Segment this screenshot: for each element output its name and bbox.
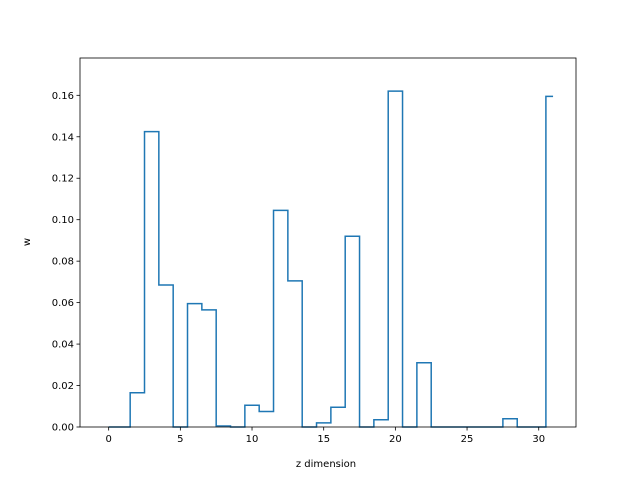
y-tick-label: 0.06 xyxy=(52,298,74,309)
y-tick-label: 0.14 xyxy=(52,132,74,143)
x-tick-label: 0 xyxy=(105,434,111,445)
axes: 0 5 10 15 20 25 30 0.00 0.02 0.04 0.06 0.08 0.10 0.12… xyxy=(52,57,577,445)
x-tick-label: 30 xyxy=(532,434,545,445)
x-tick-label: 5 xyxy=(177,434,183,445)
x-tick-label: 20 xyxy=(389,434,402,445)
y-tick-label: 0.00 xyxy=(52,423,74,434)
y-axis-label: w xyxy=(22,238,33,246)
y-tick-label: 0.02 xyxy=(52,381,74,392)
y-tick-label: 0.08 xyxy=(52,257,74,268)
y-tick-label: 0.04 xyxy=(52,340,74,351)
x-tick-label: 25 xyxy=(461,434,474,445)
axes-frame xyxy=(79,57,577,428)
x-tick-label: 10 xyxy=(246,434,259,445)
x-axis-label: z dimension xyxy=(296,459,356,470)
y-tick-label: 0.10 xyxy=(52,215,74,226)
y-tick-label: 0.16 xyxy=(52,91,74,102)
y-tick-label: 0.12 xyxy=(52,174,74,185)
x-tick-label: 15 xyxy=(317,434,330,445)
